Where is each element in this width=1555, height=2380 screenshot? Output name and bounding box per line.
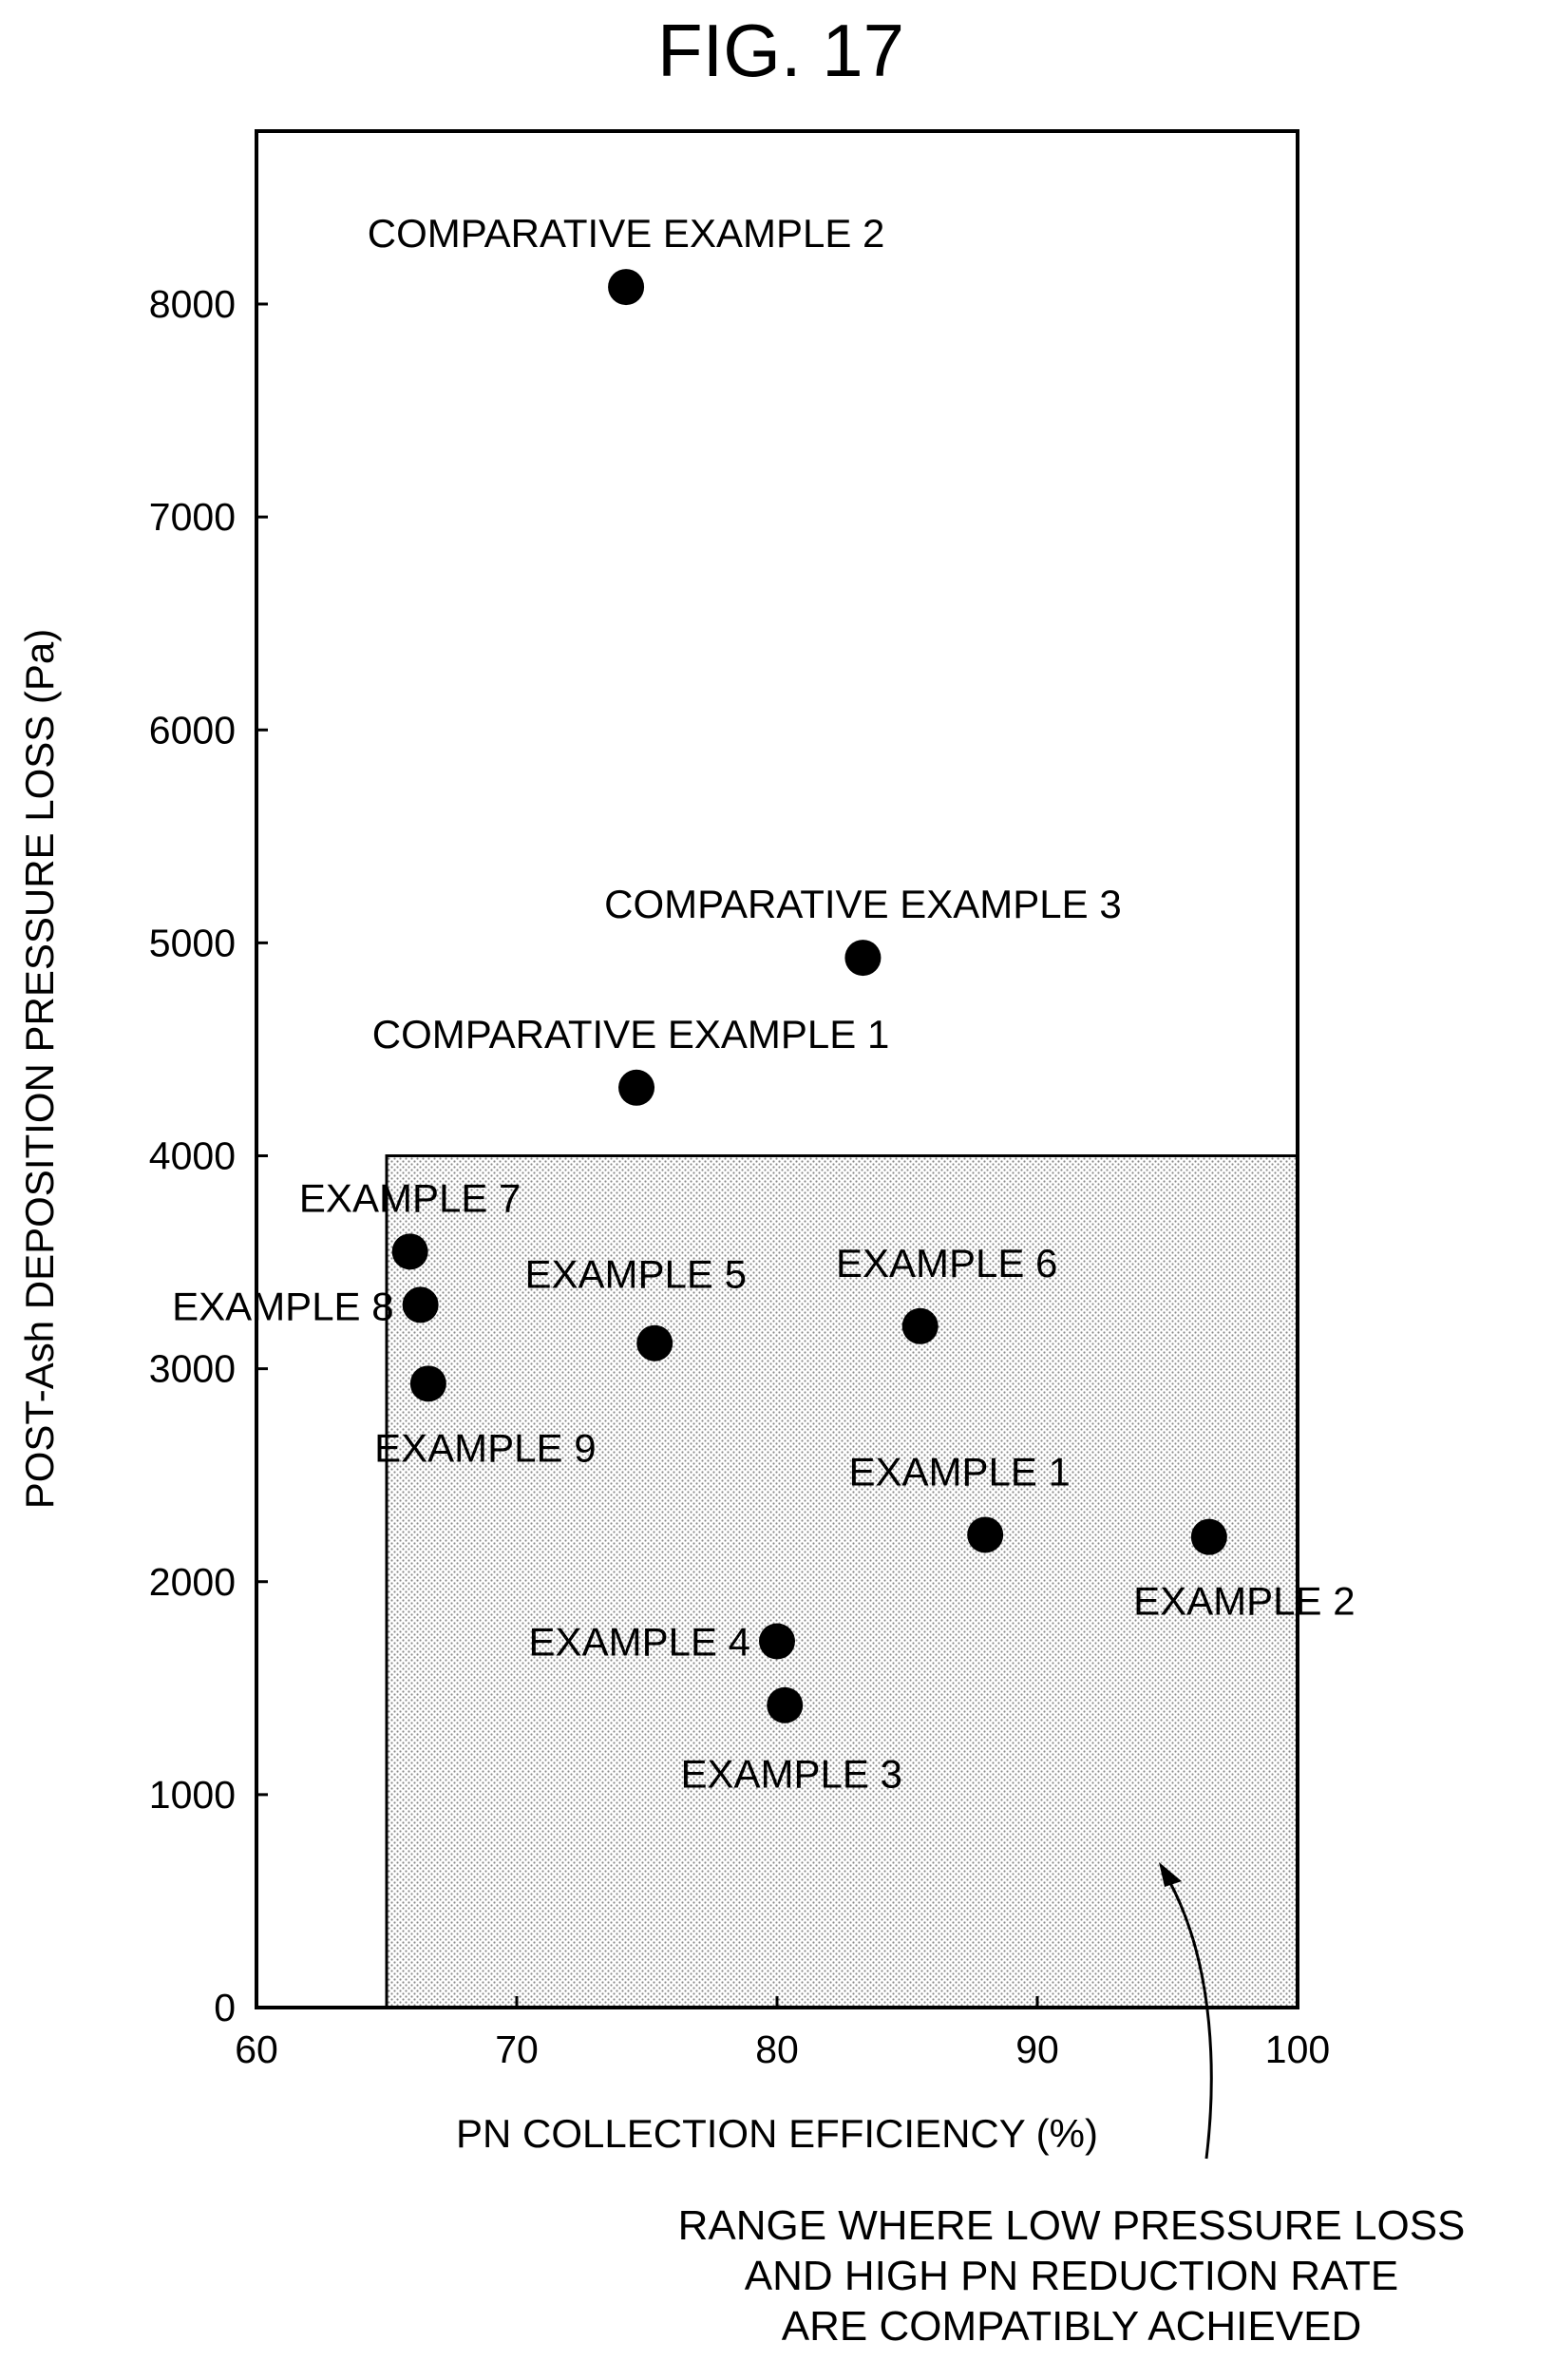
point-label: EXAMPLE 4	[529, 1620, 750, 1665]
x-tick-label: 90	[1015, 2028, 1059, 2071]
point-label: COMPARATIVE EXAMPLE 1	[372, 1012, 890, 1057]
point-label: EXAMPLE 3	[680, 1752, 901, 1797]
point-label: EXAMPLE 2	[1133, 1579, 1355, 1624]
y-tick-label: 6000	[149, 708, 236, 752]
data-point	[759, 1623, 795, 1660]
data-point	[901, 1307, 939, 1344]
y-tick-label: 8000	[149, 282, 236, 326]
y-tick-label: 4000	[149, 1134, 236, 1178]
x-axis-ticks: 60 70 80 90 100	[235, 1996, 1330, 2071]
shaded-region-layer	[385, 1154, 1299, 2009]
annotation-arrow-line	[1166, 1878, 1213, 2160]
y-tick-label: 1000	[149, 1773, 236, 1817]
data-point	[1190, 1518, 1227, 1555]
data-point	[608, 269, 645, 306]
annotation-line: RANGE WHERE LOW PRESSURE LOSS	[678, 2202, 1466, 2249]
y-tick-label: 0	[214, 1986, 236, 2029]
data-point	[844, 940, 882, 977]
data-point	[636, 1324, 673, 1361]
y-tick-label: 2000	[149, 1560, 236, 1604]
y-tick-label: 5000	[149, 921, 236, 964]
data-point	[618, 1069, 655, 1106]
annotation-line: AND HIGH PN REDUCTION RATE	[745, 2253, 1399, 2299]
x-axis-label: PN COLLECTION EFFICIENCY (%)	[456, 2111, 1098, 2156]
point-label: COMPARATIVE EXAMPLE 2	[368, 211, 885, 256]
figure-title: FIG. 17	[657, 9, 904, 92]
x-tick-label: 80	[755, 2028, 799, 2071]
data-point	[767, 1686, 804, 1723]
y-axis-label: POST-Ash DEPOSITION PRESSURE LOSS (Pa)	[17, 629, 62, 1510]
x-tick-label: 70	[495, 2028, 539, 2071]
data-point	[409, 1365, 446, 1402]
x-tick-label: 60	[235, 2028, 278, 2071]
data-points	[391, 269, 1227, 1723]
point-label: EXAMPLE 8	[172, 1284, 393, 1328]
annotation-arrowhead	[1159, 1862, 1182, 1887]
point-label: EXAMPLE 6	[836, 1241, 1057, 1285]
data-point	[967, 1516, 1004, 1553]
x-tick-label: 100	[1265, 2028, 1330, 2071]
y-axis-ticks: 0 1000 2000 3000 4000 5000 6000 7000 8000	[149, 282, 268, 2029]
y-tick-label: 7000	[149, 495, 236, 539]
point-label: EXAMPLE 1	[848, 1449, 1070, 1494]
point-label: EXAMPLE 5	[524, 1252, 746, 1297]
shaded-region	[385, 1154, 1299, 2009]
point-label: EXAMPLE 9	[374, 1425, 596, 1470]
point-labels: COMPARATIVE EXAMPLE 2 COMPARATIVE EXAMPLE…	[172, 211, 1355, 1797]
data-point	[402, 1286, 439, 1323]
annotation-line: ARE COMPATIBLY ACHIEVED	[782, 2303, 1361, 2350]
data-point	[391, 1233, 428, 1270]
y-tick-label: 3000	[149, 1347, 236, 1391]
point-label: COMPARATIVE EXAMPLE 3	[604, 882, 1122, 926]
point-label: EXAMPLE 7	[299, 1175, 521, 1220]
